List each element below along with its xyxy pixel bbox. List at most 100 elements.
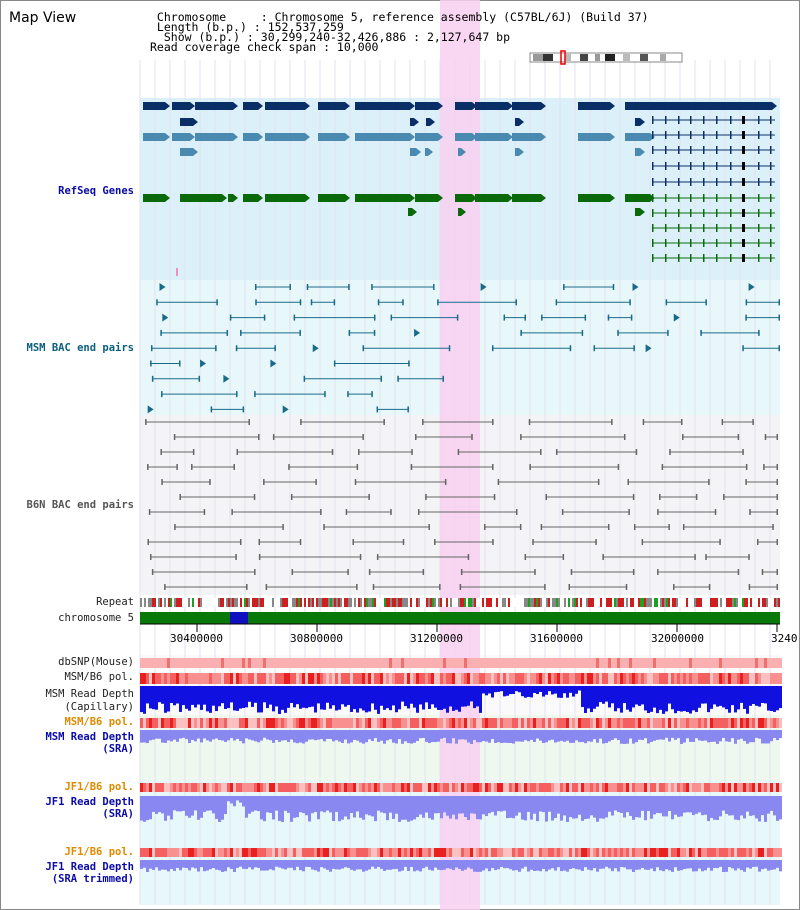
- depth-bar: [533, 686, 536, 693]
- pol-heat: [197, 783, 200, 792]
- ideogram-band: [543, 54, 553, 61]
- depth-bar: [299, 860, 302, 871]
- depth-bar: [497, 796, 500, 812]
- gene-block: [265, 102, 305, 110]
- depth-bar: [392, 796, 395, 819]
- pol-heat: [164, 718, 167, 728]
- depth-bar: [281, 796, 284, 822]
- track-label-jf1-b6-pol-trim[interactable]: JF1/B6 pol.: [64, 846, 134, 858]
- bac-end: [515, 509, 518, 515]
- track-label-b6n-bac[interactable]: B6N BAC end pairs: [26, 499, 134, 511]
- pol-heat: [323, 673, 326, 684]
- pol-heat: [395, 718, 398, 728]
- repeat-segment: [516, 598, 518, 607]
- bac-end: [491, 345, 494, 352]
- exon-tick: [703, 146, 705, 154]
- depth-bar: [191, 796, 194, 816]
- pol-heat: [734, 673, 737, 684]
- repeat-segment: [296, 598, 298, 607]
- pol-heat: [452, 673, 455, 684]
- pol-heat: [401, 848, 404, 857]
- repeat-segment: [638, 598, 640, 607]
- repeat-segment: [390, 598, 392, 607]
- pol-heat: [731, 783, 734, 792]
- depth-bar: [344, 796, 347, 817]
- bac-end: [641, 539, 644, 545]
- pol-heat: [689, 783, 692, 792]
- depth-bar: [689, 730, 692, 742]
- bac-end: [569, 345, 572, 352]
- repeat-segment: [144, 598, 146, 607]
- track-label-repeat[interactable]: Repeat: [96, 596, 134, 608]
- track-label-msm-depth-cap[interactable]: MSM Read Depth: [45, 688, 134, 700]
- repeat-segment: [748, 598, 750, 607]
- pol-heat: [140, 848, 143, 857]
- snp-heat: [770, 658, 773, 668]
- bac-end: [383, 419, 385, 425]
- repeat-segment: [294, 598, 296, 607]
- depth-bar: [146, 686, 149, 704]
- repeat-segment: [166, 598, 168, 607]
- pol-heat: [362, 783, 365, 792]
- track-label-msm-depth-sra[interactable]: MSM Read Depth: [45, 731, 134, 743]
- repeat-segment: [174, 598, 176, 607]
- repeat-segment: [494, 598, 496, 607]
- depth-bar: [377, 860, 380, 868]
- track-label-chromosome[interactable]: chromosome 5: [58, 612, 134, 624]
- depth-bar: [509, 730, 512, 743]
- snp-heat: [710, 658, 713, 668]
- pol-heat: [692, 848, 695, 857]
- depth-bar: [623, 796, 626, 818]
- pol-heat: [716, 718, 719, 728]
- gene-arrow: [508, 102, 513, 110]
- pol-heat: [182, 673, 185, 684]
- depth-bar: [365, 796, 368, 815]
- depth-bar: [752, 686, 755, 705]
- snp-heat: [482, 658, 485, 668]
- pol-heat: [554, 718, 557, 728]
- pol-heat: [254, 718, 257, 728]
- track-label-refseq[interactable]: RefSeq Genes: [58, 185, 134, 197]
- depth-bar: [152, 796, 155, 812]
- pol-heat: [332, 673, 335, 684]
- pol-heat: [488, 673, 491, 684]
- track-label-jf1-trim-depth[interactable]: JF1 Read Depth: [45, 861, 134, 873]
- pol-heat: [233, 673, 236, 684]
- pol-heat: [476, 783, 479, 792]
- snp-heat: [389, 658, 392, 668]
- track-label-msm-b6-pol[interactable]: MSM/B6 pol.: [64, 671, 134, 683]
- pol-heat: [545, 848, 548, 857]
- pol-heat: [602, 848, 605, 857]
- track-label-jf1-depth[interactable]: JF1 Read Depth: [45, 796, 134, 808]
- gene-arrow: [258, 133, 263, 141]
- pol-heat: [353, 718, 356, 728]
- snp-heat: [281, 658, 284, 668]
- snp-heat: [317, 658, 320, 668]
- repeat-segment: [576, 598, 578, 607]
- track-label-jf1-b6-pol[interactable]: JF1/B6 pol.: [64, 781, 134, 793]
- track-label-dbsnp[interactable]: dbSNP(Mouse): [58, 656, 134, 668]
- pol-heat: [263, 673, 266, 684]
- pol-heat: [662, 848, 665, 857]
- pol-heat: [605, 718, 608, 728]
- snp-heat: [365, 658, 368, 668]
- pol-heat: [437, 848, 440, 857]
- track-label-msm-b6-pol-sra[interactable]: MSM/B6 pol.: [64, 716, 134, 728]
- track-label-msm-bac[interactable]: MSM BAC end pairs: [26, 342, 134, 354]
- pol-heat: [695, 718, 698, 728]
- pol-heat: [608, 848, 611, 857]
- bac-end: [635, 449, 638, 455]
- pol-heat: [662, 718, 665, 728]
- pol-heat: [434, 718, 437, 728]
- pol-heat: [638, 848, 641, 857]
- depth-bar: [320, 860, 323, 868]
- pol-heat: [740, 718, 743, 728]
- repeat-segment: [378, 598, 380, 607]
- pol-heat: [731, 718, 734, 728]
- pol-heat: [419, 673, 422, 684]
- depth-bar: [671, 796, 674, 820]
- depth-bar: [617, 860, 620, 872]
- pol-heat: [617, 848, 620, 857]
- bac-end: [417, 509, 420, 515]
- depth-bar: [728, 686, 731, 713]
